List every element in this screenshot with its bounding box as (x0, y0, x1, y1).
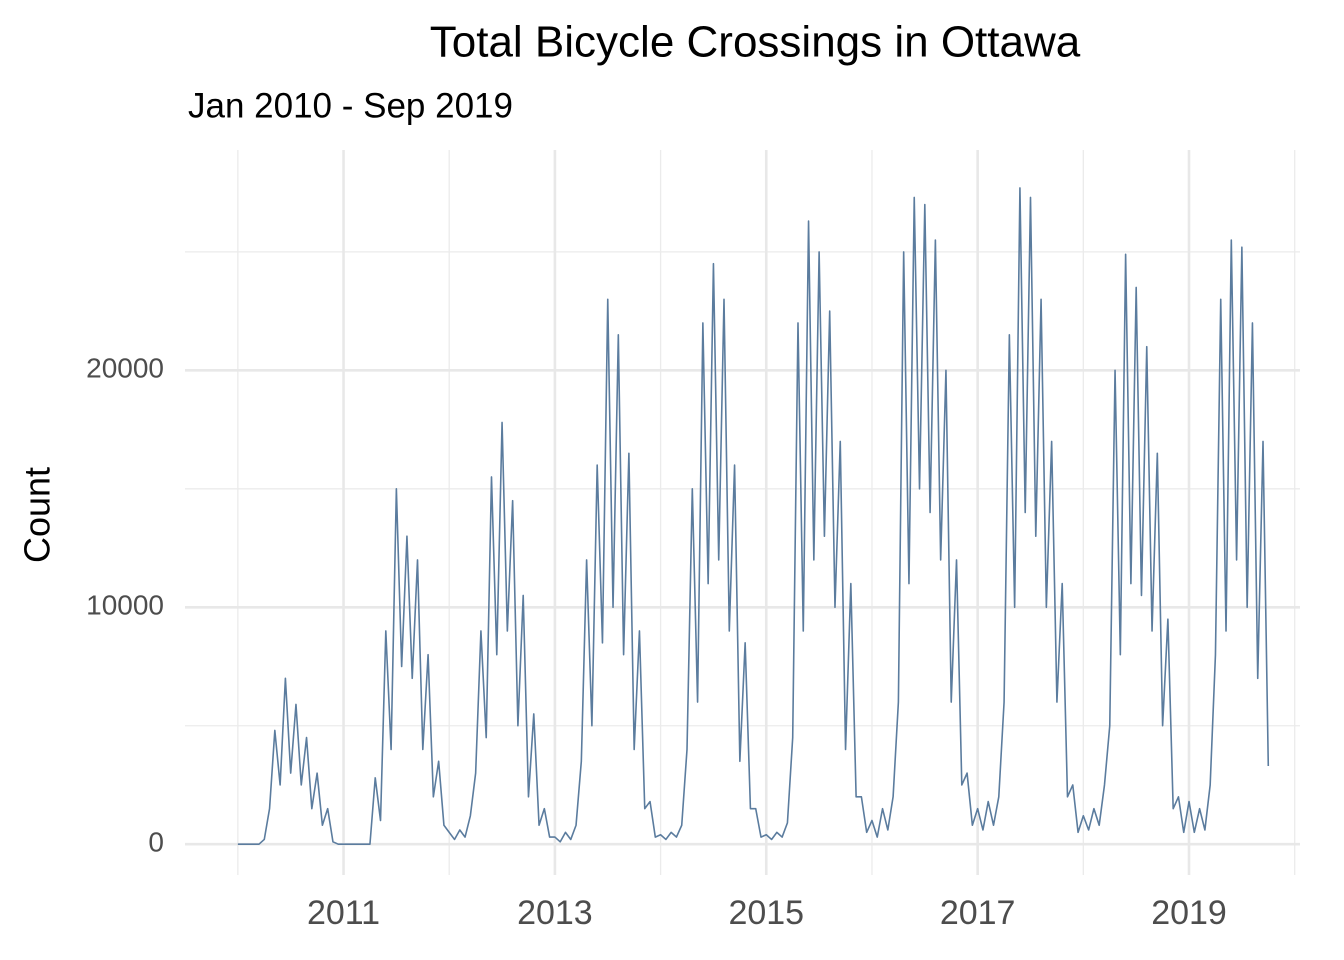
chart-subtitle: Jan 2010 - Sep 2019 (188, 86, 513, 125)
x-tick-label: 2019 (1151, 894, 1227, 932)
x-tick-label: 2017 (940, 894, 1016, 932)
y-tick-label: 0 (148, 827, 164, 858)
x-tick-label: 2015 (728, 894, 804, 932)
y-axis-label: Count (17, 467, 58, 563)
chart-title: Total Bicycle Crossings in Ottawa (430, 18, 1081, 67)
data-line (237, 187, 1270, 845)
y-tick-label: 10000 (86, 590, 164, 621)
x-tick-label: 2011 (307, 894, 380, 932)
x-tick-label: 2013 (517, 894, 593, 932)
y-tick-label: 20000 (86, 353, 164, 384)
